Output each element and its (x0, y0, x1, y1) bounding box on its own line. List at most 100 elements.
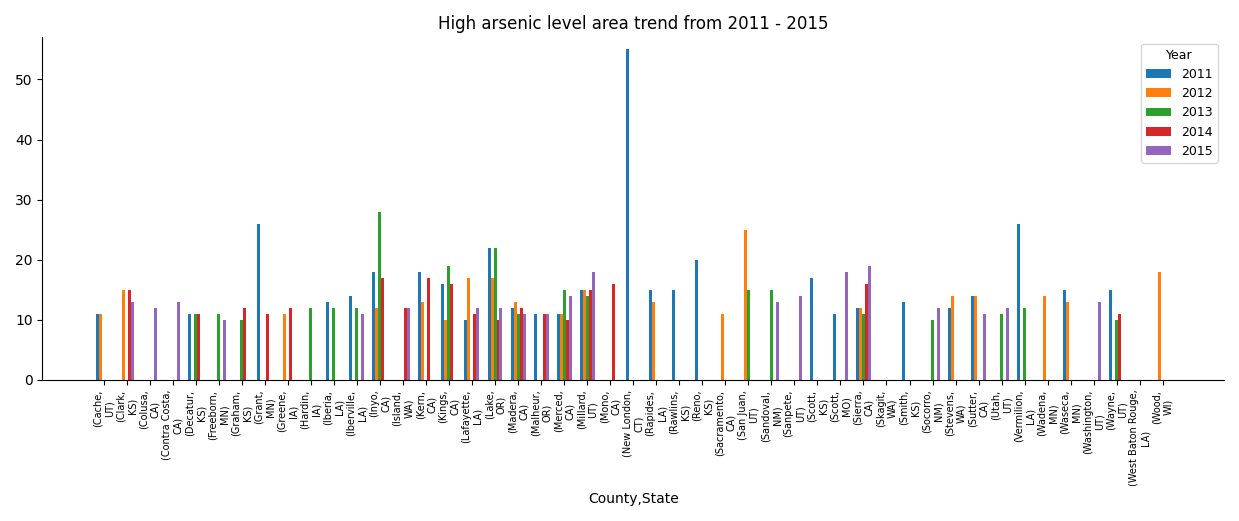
Bar (513, 302, 517, 380)
Bar (266, 314, 269, 380)
Bar (154, 308, 157, 380)
Bar (747, 290, 750, 380)
Bar (332, 308, 336, 380)
Bar (743, 230, 747, 380)
Bar (1063, 290, 1067, 380)
Bar (195, 314, 197, 380)
Bar (565, 320, 569, 380)
Bar (569, 296, 571, 380)
Bar (612, 284, 615, 380)
Bar (563, 290, 565, 380)
Bar (421, 302, 425, 380)
Bar (465, 320, 467, 380)
Bar (128, 290, 131, 380)
Bar (491, 278, 493, 380)
Bar (580, 290, 582, 380)
Bar (983, 314, 986, 380)
Bar (477, 308, 479, 380)
Bar (356, 308, 358, 380)
Bar (493, 247, 497, 380)
Bar (523, 314, 525, 380)
Bar (545, 314, 549, 380)
Bar (769, 290, 773, 380)
Bar (499, 308, 503, 380)
Bar (473, 314, 477, 380)
Bar (97, 314, 99, 380)
Bar (974, 296, 978, 380)
Bar (1098, 302, 1101, 380)
Bar (217, 314, 221, 380)
Bar (487, 247, 491, 380)
Bar (1023, 308, 1026, 380)
Bar (1109, 290, 1113, 380)
Bar (589, 290, 591, 380)
Bar (1067, 302, 1069, 380)
Bar (362, 314, 364, 380)
Bar (373, 272, 375, 380)
Bar (243, 308, 247, 380)
Bar (810, 278, 813, 380)
Bar (1115, 320, 1119, 380)
Bar (649, 290, 652, 380)
Bar (378, 212, 382, 380)
Bar (869, 266, 871, 380)
Bar (123, 290, 125, 380)
Legend: 2011, 2012, 2013, 2014, 2015: 2011, 2012, 2013, 2014, 2015 (1141, 44, 1218, 163)
Bar (99, 314, 102, 380)
Bar (408, 308, 410, 380)
Bar (419, 272, 421, 380)
Bar (1119, 314, 1121, 380)
Bar (930, 320, 934, 380)
Bar (1158, 272, 1161, 380)
Bar (560, 314, 563, 380)
Bar (862, 314, 865, 380)
Bar (131, 302, 134, 380)
Bar (1017, 224, 1020, 380)
Bar (534, 314, 536, 380)
Bar (971, 296, 974, 380)
Bar (776, 302, 779, 380)
Bar (845, 272, 847, 380)
Bar (865, 284, 869, 380)
Bar (721, 314, 724, 380)
Bar (310, 308, 312, 380)
Bar (519, 308, 523, 380)
Bar (556, 314, 560, 380)
Bar (467, 278, 471, 380)
Bar (240, 320, 243, 380)
Bar (948, 308, 952, 380)
Bar (427, 278, 430, 380)
Bar (859, 308, 862, 380)
Bar (1000, 314, 1004, 380)
Bar (833, 314, 836, 380)
Bar (582, 290, 586, 380)
Bar (382, 278, 384, 380)
Bar (177, 302, 180, 380)
Bar (258, 224, 260, 380)
Bar (497, 320, 499, 380)
Bar (695, 260, 698, 380)
Bar (445, 320, 447, 380)
Bar (326, 302, 330, 380)
Bar (856, 308, 859, 380)
Title: High arsenic level area trend from 2011 - 2015: High arsenic level area trend from 2011 … (437, 15, 829, 33)
Bar (517, 314, 519, 380)
Bar (591, 272, 595, 380)
Bar (952, 296, 954, 380)
Bar (1043, 296, 1046, 380)
Bar (441, 284, 445, 380)
Bar (937, 308, 940, 380)
Bar (197, 314, 201, 380)
Bar (349, 296, 352, 380)
Bar (289, 308, 292, 380)
Bar (451, 284, 453, 380)
Bar (510, 308, 513, 380)
Bar (223, 320, 227, 380)
Bar (375, 308, 378, 380)
Bar (626, 49, 628, 380)
Bar (799, 296, 802, 380)
Bar (543, 314, 545, 380)
Bar (672, 290, 675, 380)
Bar (284, 314, 286, 380)
Bar (1006, 308, 1009, 380)
